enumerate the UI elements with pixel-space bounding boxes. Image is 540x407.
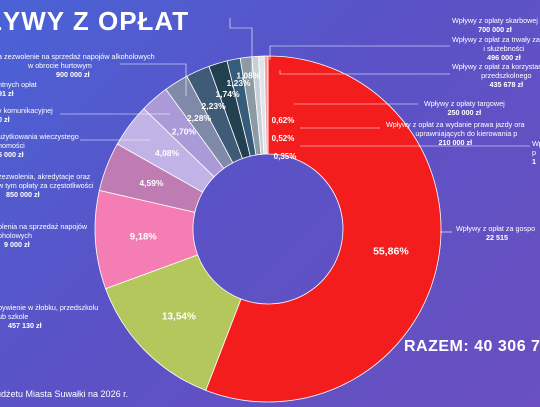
slice-1	[205, 55, 442, 403]
label-right-1: Wpływy z opłaty skarbowej 700 000 zł	[452, 16, 538, 34]
slice-label-11: 1,08%	[236, 71, 261, 81]
label-right-3: Wpływy z opłat za korzystanie z wprzedsz…	[452, 62, 540, 89]
label-left-6: olenia na sprzedaż napojów oholowych 9 000…	[0, 222, 88, 249]
label-right-4: Wpływy z opłaty targowej 250 000 zł	[424, 99, 505, 117]
leader-line-3	[279, 70, 450, 75]
slice-label-1: 55,86%	[373, 246, 409, 258]
label-left-7: bywienie w żłobku, przedszkolu ub szkole 4…	[0, 303, 99, 330]
slice-2	[105, 254, 242, 391]
label-left-2: ntnych opłat91 zł	[0, 80, 37, 98]
label-right-5: Wpływy z opłat za wydanie prawa jazdy or…	[386, 120, 525, 147]
slice-label-14: 0,35%	[274, 152, 297, 161]
label-right-6: Wpp1	[532, 139, 540, 166]
leader-line-1	[229, 18, 253, 76]
total-sum: RAZEM: 40 306 7	[404, 338, 540, 355]
label-left-4: użytkowania wieczystego homości 5 000 zł	[0, 132, 79, 159]
leader-line-8	[120, 63, 187, 96]
slice-label-12: 0,62%	[272, 116, 295, 125]
slice-label-10: 1,23%	[227, 78, 252, 88]
slice-label-8: 2,23%	[202, 101, 227, 111]
slice-label-7: 2,28%	[187, 113, 212, 123]
label-left-5: zezwolenia, akredytacje oraz w tym opłaty…	[0, 172, 94, 199]
footer-note: udżetu Miasta Suwałki na 2026 r.	[0, 389, 129, 399]
slice-label-9: 1,74%	[215, 89, 240, 99]
slice-14	[263, 55, 269, 155]
slice-label-3: 9,18%	[130, 231, 157, 242]
label-right-7: Wpływy z opłat za gospo 22 515	[456, 224, 536, 242]
chart-title: ŁYWY Z OPŁAT	[0, 6, 190, 36]
slice-label-5: 4,08%	[155, 148, 180, 158]
label-left-1: a zezwolenie na sprzedaż napojów alkohol…	[0, 52, 155, 79]
slice-label-4: 4,59%	[139, 178, 164, 188]
leader-line-2	[269, 45, 450, 60]
label-right-2: Wpływy z opłat za trwały zarząd,i służeb…	[452, 35, 540, 62]
slice-label-2: 13,54%	[162, 311, 196, 322]
slice-label-13: 0,52%	[272, 134, 295, 143]
label-left-3: y komunikacyjnej0 zł	[0, 106, 53, 124]
slice-label-6: 2,70%	[172, 127, 197, 137]
